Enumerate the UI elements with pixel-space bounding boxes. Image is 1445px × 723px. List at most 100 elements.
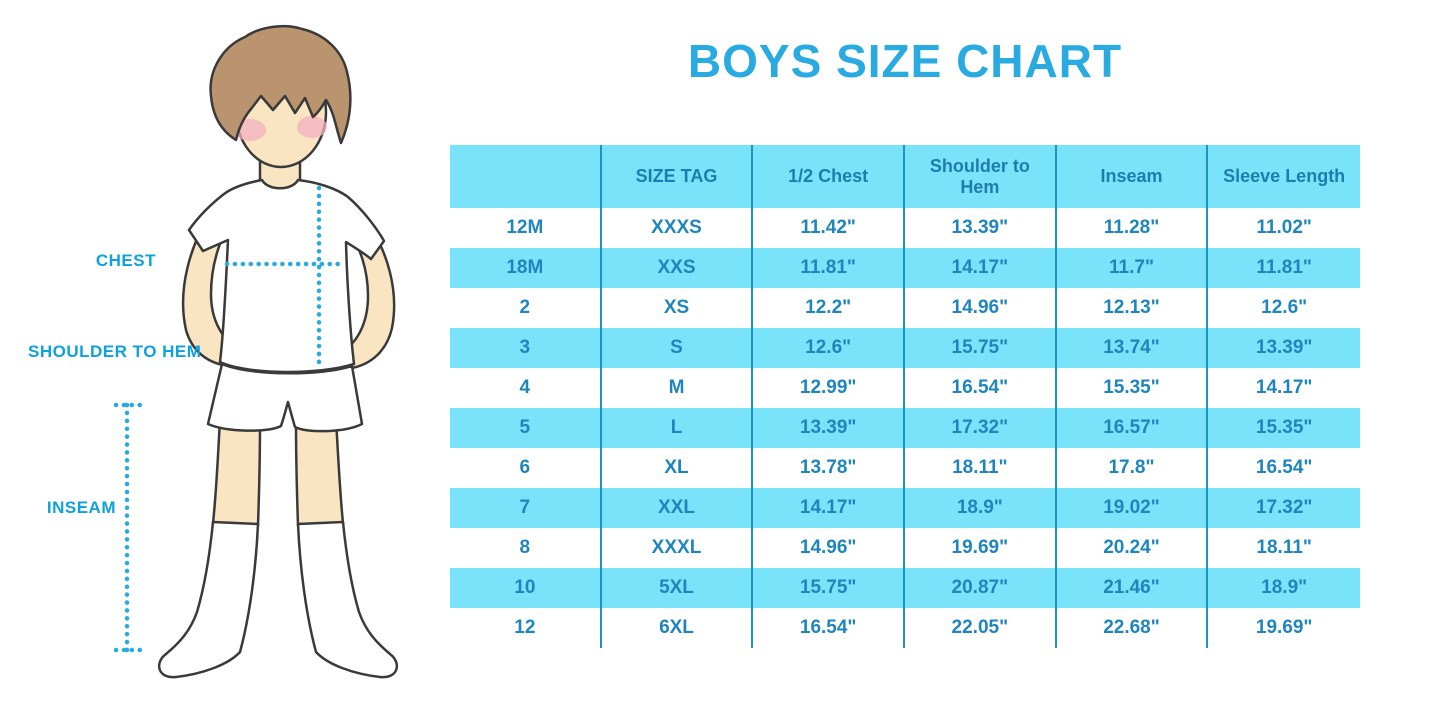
table-row: 3 S 12.6" 15.75" 13.74" 13.39" [450, 328, 1360, 368]
size-cell: 12 [450, 608, 602, 648]
value-cell: 16.57" [1057, 408, 1209, 448]
value-cell: 14.96" [753, 528, 905, 568]
value-cell: 13.39" [905, 208, 1057, 248]
value-cell: XXXS [602, 208, 754, 248]
value-cell: 14.96" [905, 288, 1057, 328]
table-row: 12 6XL 16.54" 22.05" 22.68" 19.69" [450, 608, 1360, 648]
value-cell: XS [602, 288, 754, 328]
size-cell: 6 [450, 448, 602, 488]
size-cell: 12M [450, 208, 602, 248]
value-cell: M [602, 368, 754, 408]
value-cell: 16.54" [905, 368, 1057, 408]
value-cell: 22.05" [905, 608, 1057, 648]
value-cell: 14.17" [905, 248, 1057, 288]
value-cell: 15.75" [753, 568, 905, 608]
size-cell: 18M [450, 248, 602, 288]
column-header: Shoulder to Hem [905, 145, 1057, 208]
boy-right-leg [294, 416, 345, 527]
value-cell: 22.68" [1057, 608, 1209, 648]
value-cell: 18.11" [905, 448, 1057, 488]
table-row: 5 L 13.39" 17.32" 16.57" 15.35" [450, 408, 1360, 448]
value-cell: 12.6" [1261, 297, 1308, 319]
table-row: 12M XXXS 11.42" 13.39" 11.28" 11.02" [450, 208, 1360, 248]
value-cell: 11.02" [1256, 217, 1312, 239]
boy-right-sock [296, 520, 399, 679]
value-cell: 12.99" [753, 368, 905, 408]
value-cell: 17.8" [1057, 448, 1209, 488]
value-cell: 13.74" [1057, 328, 1209, 368]
value-cell: 15.35" [1057, 368, 1209, 408]
boy-left-sock [157, 520, 260, 679]
value-cell: S [602, 328, 754, 368]
table-row: 8 XXXL 14.96" 19.69" 20.24" 18.11" [450, 528, 1360, 568]
value-cell: 17.32" [1255, 497, 1313, 519]
size-cell: 3 [450, 328, 602, 368]
value-cell: 20.87" [905, 568, 1057, 608]
inseam-label: INSEAM [46, 498, 116, 517]
table-row: 10 5XL 15.75" 20.87" 21.46" 18.9" [450, 568, 1360, 608]
value-cell: 19.69" [905, 528, 1057, 568]
boy-shorts [206, 362, 364, 433]
value-cell: 13.39" [1255, 337, 1313, 359]
value-cell: 17.32" [905, 408, 1057, 448]
value-cell: 13.39" [753, 408, 905, 448]
value-cell: 11.28" [1057, 208, 1209, 248]
boy-hair [209, 25, 352, 145]
size-cell: 10 [450, 568, 602, 608]
value-cell: 20.24" [1057, 528, 1209, 568]
value-cell: 5XL [602, 568, 754, 608]
table-row: 2 XS 12.2" 14.96" 12.13" 12.6" [450, 288, 1360, 328]
value-cell: 11.81" [1256, 257, 1312, 279]
value-cell: 18.9" [905, 488, 1057, 528]
size-cell: 7 [450, 488, 602, 528]
value-cell: 16.54" [753, 608, 905, 648]
value-cell: 21.46" [1057, 568, 1209, 608]
value-cell: 14.17" [1255, 377, 1313, 399]
value-cell: 12.6" [753, 328, 905, 368]
boy-left-leg [211, 416, 262, 527]
size-table: SIZE TAG 1/2 Chest Shoulder to Hem Inseam Sl… [450, 145, 1360, 648]
value-cell: 18.11" [1256, 537, 1312, 559]
page-title: BOYS SIZE CHART [687, 35, 1123, 87]
value-cell: 18.9" [1261, 577, 1308, 599]
column-header: 1/2 Chest [753, 145, 905, 208]
table-header-row: SIZE TAG 1/2 Chest Shoulder to Hem Inseam Sl… [450, 145, 1360, 208]
value-cell: XXL [602, 488, 754, 528]
value-cell: 19.69" [1255, 617, 1313, 639]
boy-measurement-illustration [113, 25, 399, 679]
shoulder-to-hem-label: SHOULDER TO HEM [28, 342, 202, 361]
value-cell: 14.17" [753, 488, 905, 528]
value-cell: 12.13" [1057, 288, 1209, 328]
value-cell: 15.75" [905, 328, 1057, 368]
value-cell: XXXL [602, 528, 754, 568]
size-cell: 8 [450, 528, 602, 568]
value-cell: 11.42" [753, 208, 905, 248]
column-header: SIZE TAG [602, 145, 754, 208]
value-cell: XXS [602, 248, 754, 288]
table-row: 4 M 12.99" 16.54" 15.35" 14.17" [450, 368, 1360, 408]
value-cell: L [602, 408, 754, 448]
value-cell: 11.7" [1057, 248, 1209, 288]
column-header [450, 145, 602, 208]
column-header: Sleeve Length [1223, 166, 1346, 187]
table-body: 12M XXXS 11.42" 13.39" 11.28" 11.02" 18M XXS 11.… [450, 208, 1360, 648]
table-row: 18M XXS 11.81" 14.17" 11.7" 11.81" [450, 248, 1360, 288]
boy-tshirt [187, 178, 386, 374]
value-cell: XL [602, 448, 754, 488]
value-cell: 13.78" [753, 448, 905, 488]
value-cell: 15.35" [1255, 417, 1313, 439]
table-row: 6 XL 13.78" 18.11" 17.8" 16.54" [450, 448, 1360, 488]
size-cell: 5 [450, 408, 602, 448]
column-header: Inseam [1057, 145, 1209, 208]
value-cell: 11.81" [753, 248, 905, 288]
value-cell: 12.2" [753, 288, 905, 328]
value-cell: 16.54" [1255, 457, 1313, 479]
right-blush [297, 116, 327, 138]
value-cell: 19.02" [1057, 488, 1209, 528]
chest-label: CHEST [95, 251, 156, 270]
value-cell: 6XL [602, 608, 754, 648]
size-cell: 4 [450, 368, 602, 408]
size-cell: 2 [450, 288, 602, 328]
table-row: 7 XXL 14.17" 18.9" 19.02" 17.32" [450, 488, 1360, 528]
